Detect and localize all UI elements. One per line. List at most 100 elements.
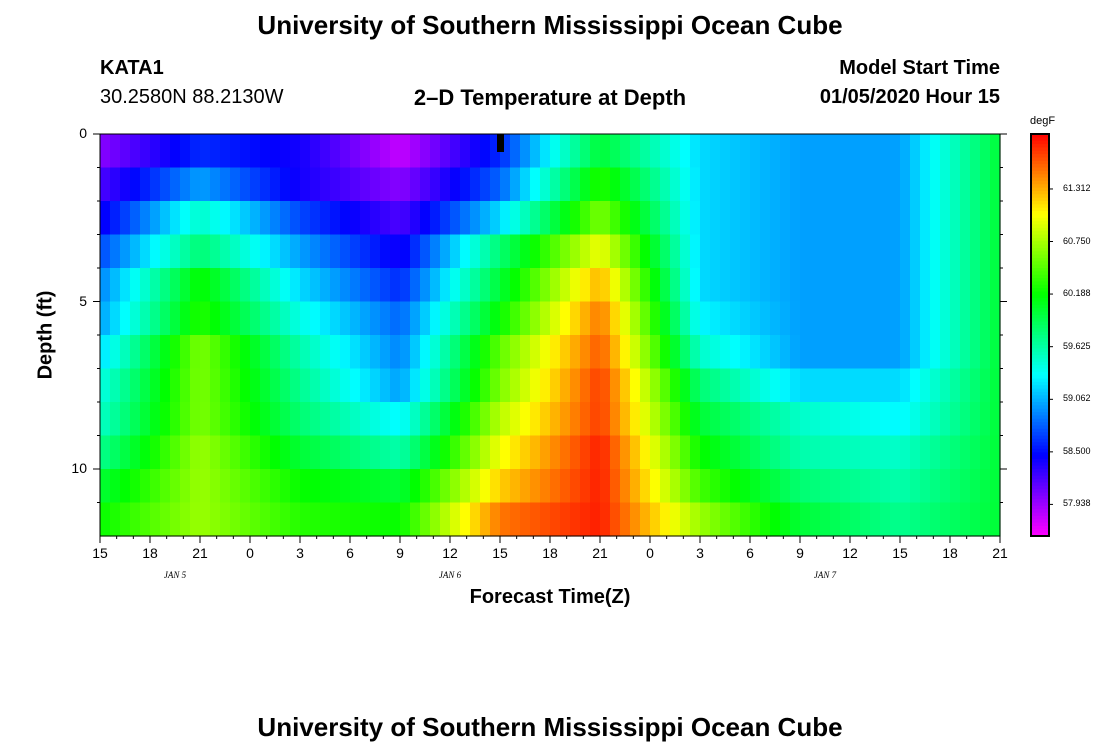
heatmap-cell <box>430 368 441 403</box>
heatmap-cell <box>510 435 521 470</box>
heatmap-cell <box>840 368 851 403</box>
heatmap-cell <box>850 469 861 504</box>
heatmap-cell <box>660 335 671 370</box>
heatmap-cell <box>350 134 361 169</box>
heatmap-cell <box>560 402 571 437</box>
heatmap-cell <box>500 435 511 470</box>
heatmap-cell <box>670 134 681 169</box>
heatmap-cell <box>890 368 901 403</box>
heatmap-cell <box>930 469 941 504</box>
colorbar-label: 59.625 <box>1063 340 1091 351</box>
heatmap-cell <box>660 469 671 504</box>
heatmap-cell <box>740 301 751 336</box>
heatmap-cell <box>310 167 321 202</box>
x-tick-label: 18 <box>142 545 158 561</box>
heatmap-cell <box>910 134 921 169</box>
heatmap-cell <box>540 368 551 403</box>
heatmap-cell <box>620 402 631 437</box>
heatmap-cell <box>230 234 241 269</box>
heatmap-cell <box>700 234 711 269</box>
heatmap-cell <box>660 134 671 169</box>
model-start-label: Model Start Time <box>839 57 1000 79</box>
heatmap-cell <box>300 435 311 470</box>
colorbar-segment <box>1031 435 1049 440</box>
heatmap-cell <box>800 134 811 169</box>
colorbar-segment <box>1031 214 1049 219</box>
heatmap-cell <box>350 301 361 336</box>
colorbar-segment <box>1031 308 1049 313</box>
heatmap-cell <box>330 234 341 269</box>
heatmap-cell <box>650 201 661 236</box>
heatmap-cell <box>700 201 711 236</box>
heatmap-cell <box>670 234 681 269</box>
heatmap-cell <box>480 201 491 236</box>
colorbar-segment <box>1031 224 1049 229</box>
heatmap-cell <box>650 268 661 303</box>
heatmap-cell <box>130 502 141 537</box>
heatmap-cell <box>780 335 791 370</box>
heatmap-cell <box>370 234 381 269</box>
heatmap-cell <box>980 368 991 403</box>
heatmap-cell <box>620 201 631 236</box>
heatmap-cell <box>730 368 741 403</box>
heatmap-cell <box>600 502 611 537</box>
heatmap-cell <box>780 201 791 236</box>
heatmap-cell <box>940 301 951 336</box>
heatmap-cell <box>840 335 851 370</box>
heatmap-cell <box>230 335 241 370</box>
heatmap-cell <box>830 301 841 336</box>
heatmap-cell <box>330 368 341 403</box>
heatmap-cell <box>510 234 521 269</box>
heatmap-cell <box>430 435 441 470</box>
heatmap-cell <box>100 435 111 470</box>
heatmap-cell <box>330 167 341 202</box>
heatmap-cell <box>860 301 871 336</box>
colorbar-label: 57.938 <box>1063 498 1091 509</box>
heatmap-cell <box>640 234 651 269</box>
heatmap-cell <box>380 268 391 303</box>
heatmap-cell <box>760 234 771 269</box>
heatmap-cell <box>610 268 621 303</box>
heatmap-cell <box>570 502 581 537</box>
heatmap-cell <box>620 234 631 269</box>
heatmap-cell <box>710 402 721 437</box>
heatmap-cell <box>760 201 771 236</box>
heatmap-cell <box>100 402 111 437</box>
heatmap-cell <box>130 435 141 470</box>
heatmap-cell <box>460 502 471 537</box>
heatmap-cell <box>680 268 691 303</box>
heatmap-cell <box>970 167 981 202</box>
heatmap-cell <box>300 134 311 169</box>
colorbar-segment <box>1031 251 1049 256</box>
heatmap-cell <box>840 201 851 236</box>
heatmap-cell <box>640 268 651 303</box>
x-tick-label: 21 <box>592 545 608 561</box>
heatmap-cell <box>670 335 681 370</box>
heatmap-cell <box>950 335 961 370</box>
heatmap-cell <box>470 335 481 370</box>
heatmap-cell <box>300 502 311 537</box>
colorbar-segment <box>1031 321 1049 326</box>
heatmap-cell <box>710 435 721 470</box>
heatmap-cell <box>200 402 211 437</box>
heatmap-cell <box>360 134 371 169</box>
heatmap-cell <box>150 201 161 236</box>
heatmap-cell <box>550 335 561 370</box>
heatmap-cell <box>240 402 251 437</box>
heatmap-cell <box>710 234 721 269</box>
heatmap-cell <box>950 134 961 169</box>
heatmap-cell <box>690 268 701 303</box>
heatmap-cell <box>290 502 301 537</box>
heatmap-cell <box>880 134 891 169</box>
heatmap-cell <box>440 234 451 269</box>
heatmap-cell <box>700 134 711 169</box>
heatmap-cell <box>510 201 521 236</box>
heatmap-cell <box>730 469 741 504</box>
heatmap-cell <box>550 167 561 202</box>
heatmap-cell <box>180 469 191 504</box>
heatmap-cell <box>780 469 791 504</box>
heatmap-cell <box>330 335 341 370</box>
heatmap-cell <box>490 402 501 437</box>
colorbar-segment <box>1031 492 1049 497</box>
heatmap-cell <box>930 167 941 202</box>
